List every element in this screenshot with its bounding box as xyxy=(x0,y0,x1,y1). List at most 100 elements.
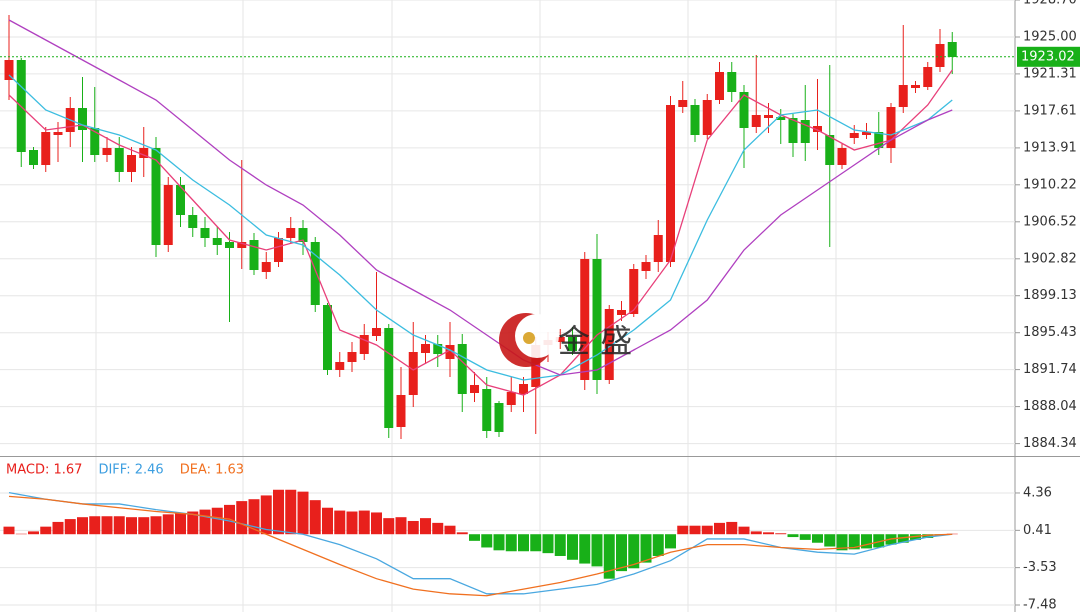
candle-body xyxy=(323,305,332,370)
candle-body xyxy=(764,115,773,118)
candle-body xyxy=(629,269,639,314)
macd-bar xyxy=(726,521,738,535)
macd-bar xyxy=(922,534,934,539)
vertical-grid xyxy=(95,0,837,612)
macd-bar xyxy=(64,519,76,535)
macd-bar xyxy=(162,514,174,535)
candle-body xyxy=(90,128,100,155)
macd-bar xyxy=(248,499,260,535)
y-tick-label: 1917.61 xyxy=(1023,103,1077,118)
candle-body xyxy=(874,132,884,148)
candle-body xyxy=(274,238,283,262)
legend-entry: DIFF: 2.46 xyxy=(98,463,163,478)
candle-body xyxy=(715,72,724,100)
macd-bar xyxy=(3,526,15,535)
macd-bar xyxy=(812,534,823,543)
logo-cut xyxy=(515,314,559,358)
candle-body xyxy=(482,389,492,431)
candle-body xyxy=(825,135,835,165)
watermark: 金 盛 xyxy=(558,322,632,360)
macd-bar xyxy=(420,518,431,535)
y-tick-label: 1884.34 xyxy=(1023,436,1077,451)
candle-body xyxy=(494,403,504,432)
macd-bar xyxy=(89,516,101,535)
candle-body xyxy=(788,118,798,143)
candle-body xyxy=(702,100,712,135)
macd-bar xyxy=(701,525,713,535)
candle-body xyxy=(555,337,565,342)
macd-bar xyxy=(334,510,346,535)
macd-bar xyxy=(28,531,39,535)
candle-body xyxy=(102,148,112,155)
y-tick-label: 1895.43 xyxy=(1023,325,1077,340)
candle-body xyxy=(29,150,38,165)
macd-bar xyxy=(554,534,566,556)
candle-body xyxy=(923,67,933,87)
candle-body xyxy=(580,259,590,380)
macd-bar xyxy=(150,516,162,535)
candle-body xyxy=(690,105,700,135)
macd-bar xyxy=(371,512,382,535)
candle-body xyxy=(666,105,675,262)
candle-body xyxy=(188,215,198,228)
indicator-line xyxy=(8,74,953,381)
candle-body xyxy=(225,242,234,248)
candle-body xyxy=(678,100,688,107)
last-price-label: 1923.02 xyxy=(1021,49,1075,64)
y-tick-label: 1906.52 xyxy=(1023,214,1077,229)
candle-body xyxy=(176,185,185,215)
macd-bar xyxy=(518,534,529,552)
macd-bar xyxy=(628,534,640,569)
candle-body xyxy=(617,310,626,315)
candle-body xyxy=(862,132,871,135)
candle-body xyxy=(384,328,394,428)
candle-body xyxy=(727,72,737,92)
candle-body xyxy=(249,240,259,270)
y-tick-label: 1899.13 xyxy=(1023,288,1077,303)
indicator-line xyxy=(8,495,953,597)
indicator-line xyxy=(8,69,953,396)
last-price-box xyxy=(1017,46,1080,67)
candle-body xyxy=(739,92,749,128)
y-tick-label: 1910.22 xyxy=(1023,177,1077,192)
y-tick-label: 1921.31 xyxy=(1023,66,1077,81)
macd-bar xyxy=(616,534,627,572)
macd-bar xyxy=(603,534,615,579)
macd-bar xyxy=(897,534,909,543)
y-tick-label: 1902.82 xyxy=(1023,251,1077,266)
macd-bar xyxy=(309,500,321,535)
candle-body xyxy=(335,362,345,370)
macd-bar xyxy=(481,534,493,548)
candle-body xyxy=(445,345,455,359)
indicator-line xyxy=(8,491,953,595)
macd-bar xyxy=(40,526,52,535)
macd-bar xyxy=(322,507,333,535)
candle-body xyxy=(78,108,87,130)
y-tick-label: 1928.70 xyxy=(1023,0,1077,8)
candle-body xyxy=(212,238,222,245)
candle-body xyxy=(151,148,161,245)
candle-body xyxy=(139,148,149,158)
macd-bar xyxy=(848,534,860,550)
candle-body xyxy=(298,228,308,242)
candle-body xyxy=(261,262,271,272)
macd-bar xyxy=(358,510,370,535)
candle-body xyxy=(347,352,357,362)
candle-body xyxy=(41,132,51,165)
macd-bar xyxy=(273,489,284,535)
candle-body xyxy=(604,309,614,380)
macd-bar xyxy=(101,516,113,535)
macd-bar xyxy=(591,534,603,567)
candle-body xyxy=(114,148,124,172)
macd-bar xyxy=(652,534,664,556)
candle-body xyxy=(408,352,418,395)
candle-body xyxy=(359,335,369,354)
macd-bar xyxy=(187,511,199,535)
candle-body xyxy=(837,148,847,165)
macd-bar xyxy=(567,534,578,560)
y-tick-label: 1925.00 xyxy=(1023,30,1077,45)
macd-bar xyxy=(211,507,223,535)
macd-bar xyxy=(456,532,468,535)
macd-bar xyxy=(285,489,297,535)
